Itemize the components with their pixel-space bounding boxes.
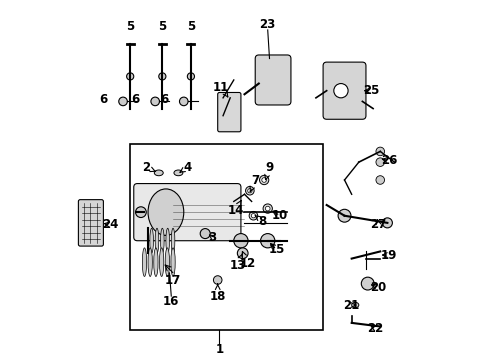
Circle shape <box>260 234 274 248</box>
Text: 5: 5 <box>126 20 134 33</box>
Ellipse shape <box>171 228 175 253</box>
Circle shape <box>159 73 165 80</box>
Text: 18: 18 <box>209 284 225 303</box>
Circle shape <box>263 204 272 213</box>
Circle shape <box>151 97 159 106</box>
Text: 2: 2 <box>142 161 155 174</box>
Ellipse shape <box>351 302 358 308</box>
Circle shape <box>237 248 247 258</box>
Text: 12: 12 <box>239 252 255 270</box>
Text: 5: 5 <box>186 20 195 33</box>
Ellipse shape <box>174 170 183 176</box>
Text: 4: 4 <box>180 161 191 174</box>
Circle shape <box>251 213 255 218</box>
FancyBboxPatch shape <box>217 93 241 132</box>
Ellipse shape <box>159 248 163 276</box>
Circle shape <box>265 206 269 211</box>
Text: 17: 17 <box>164 274 181 287</box>
Circle shape <box>245 186 254 195</box>
Ellipse shape <box>148 189 183 235</box>
Ellipse shape <box>154 170 163 176</box>
Text: 16: 16 <box>163 295 179 308</box>
Text: 21: 21 <box>343 298 359 311</box>
Text: 26: 26 <box>380 154 397 167</box>
Text: 6: 6 <box>99 93 107 106</box>
Circle shape <box>375 158 384 166</box>
Circle shape <box>119 97 127 106</box>
Text: 22: 22 <box>366 322 382 335</box>
Circle shape <box>200 229 210 239</box>
Text: 6: 6 <box>131 93 140 106</box>
Ellipse shape <box>149 228 153 253</box>
Circle shape <box>382 218 391 228</box>
Text: 14: 14 <box>227 201 243 217</box>
Text: 6: 6 <box>160 93 168 106</box>
Text: 27: 27 <box>369 218 386 231</box>
Ellipse shape <box>142 248 146 276</box>
Circle shape <box>337 209 350 222</box>
Text: 3: 3 <box>208 231 216 244</box>
Circle shape <box>333 84 347 98</box>
Ellipse shape <box>160 228 164 253</box>
Text: 15: 15 <box>268 243 284 256</box>
FancyBboxPatch shape <box>255 55 290 105</box>
Ellipse shape <box>165 248 169 276</box>
Circle shape <box>361 277 373 290</box>
Text: 20: 20 <box>369 281 386 294</box>
Ellipse shape <box>155 228 159 253</box>
Text: 1: 1 <box>215 343 223 356</box>
Text: 11: 11 <box>213 81 229 97</box>
Circle shape <box>135 207 146 217</box>
Text: 13: 13 <box>229 254 245 272</box>
Text: 25: 25 <box>363 84 379 97</box>
Text: 7: 7 <box>249 174 259 192</box>
Circle shape <box>247 189 251 193</box>
Ellipse shape <box>153 248 158 276</box>
Ellipse shape <box>148 248 152 276</box>
Text: 5: 5 <box>158 20 166 33</box>
Circle shape <box>126 73 134 80</box>
Text: 23: 23 <box>259 18 275 31</box>
Circle shape <box>248 211 257 220</box>
FancyBboxPatch shape <box>134 184 241 241</box>
Circle shape <box>375 147 384 156</box>
Circle shape <box>179 97 188 106</box>
FancyBboxPatch shape <box>78 200 103 246</box>
Text: 24: 24 <box>102 218 119 231</box>
Text: 10: 10 <box>271 209 288 222</box>
Circle shape <box>187 73 194 80</box>
Circle shape <box>213 276 222 284</box>
Text: 9: 9 <box>264 161 273 180</box>
Circle shape <box>261 178 266 182</box>
Ellipse shape <box>171 248 175 276</box>
Circle shape <box>259 175 268 185</box>
FancyBboxPatch shape <box>323 62 365 119</box>
Text: 8: 8 <box>255 215 266 228</box>
Text: 19: 19 <box>380 248 397 261</box>
Ellipse shape <box>165 228 169 253</box>
Circle shape <box>375 176 384 184</box>
Bar <box>130 144 323 330</box>
Circle shape <box>233 234 247 248</box>
